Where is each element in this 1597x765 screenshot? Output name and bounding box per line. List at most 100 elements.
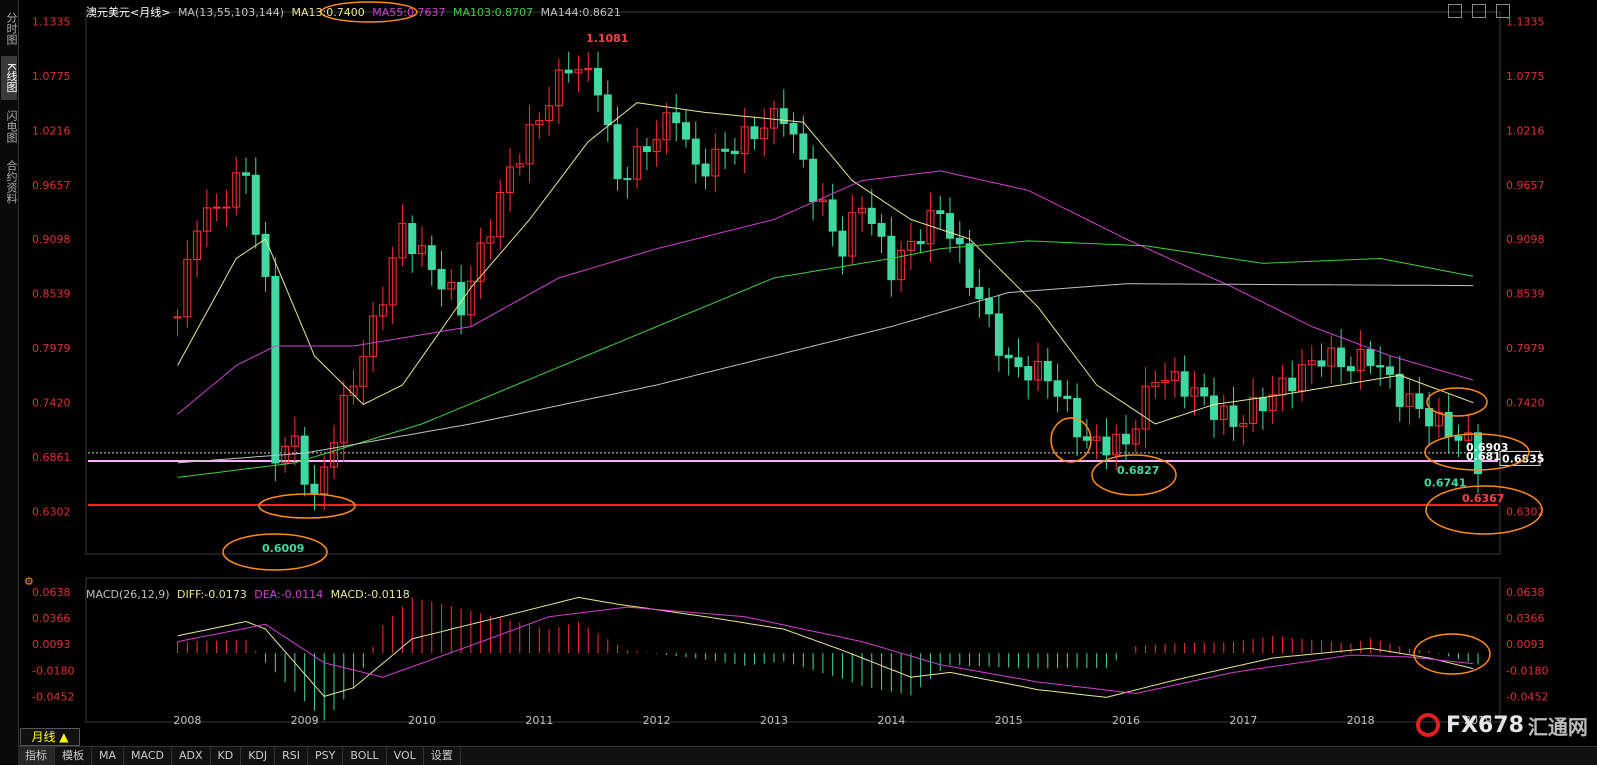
candle-body [242, 172, 250, 176]
y-tick-left: 0.6861 [32, 451, 71, 464]
candle-body [1454, 435, 1463, 441]
candle-body [1053, 380, 1062, 397]
indicator-ma[interactable]: MA [92, 747, 125, 765]
candle-body [1337, 347, 1346, 368]
candle-body [1004, 354, 1013, 359]
side-toolbar: 分时图 K线图 闪电图 合约资料 [0, 0, 19, 764]
period-selector[interactable]: 月线 ▲ [20, 728, 80, 746]
candle-body [858, 207, 866, 214]
indicator-kd[interactable]: KD [211, 747, 242, 765]
y-tick-left: 0.7979 [32, 342, 71, 355]
candle-body [1317, 360, 1326, 367]
candle-body [1474, 432, 1482, 475]
candle-body [173, 316, 182, 319]
candle-body [515, 163, 524, 168]
window-controls [1448, 4, 1515, 23]
candle-body [633, 146, 642, 180]
candle-body [574, 69, 583, 74]
minimize-icon[interactable] [1448, 4, 1462, 18]
candle-body [1327, 347, 1336, 367]
highlight-ma13 [320, 1, 418, 23]
candle-body [701, 163, 710, 177]
candle-body [1307, 360, 1316, 366]
candle-body [1395, 373, 1404, 407]
candle-body [1219, 405, 1228, 420]
candle-body [1288, 377, 1297, 392]
y-tick-right: 0.6302 [1506, 505, 1545, 518]
candle-body [1386, 366, 1394, 375]
candle-body [496, 191, 505, 238]
annotation-level-0.6903: 0.6903 [1466, 441, 1508, 454]
tab-kline[interactable]: K线图 [1, 56, 18, 100]
candle-body [623, 178, 632, 181]
indicator-macd[interactable]: MACD [124, 747, 172, 765]
settings-button[interactable]: 设置 [424, 747, 461, 765]
tab-flash-chart[interactable]: 闪电图 [5, 109, 18, 143]
annotation-high: 1.1081 [586, 32, 628, 45]
indicator-vol[interactable]: VOL [387, 747, 424, 765]
candle-body [554, 69, 563, 107]
candle-body [437, 268, 446, 290]
tab-indicators[interactable]: 指标 [18, 747, 55, 765]
indicator-boll[interactable]: BOLL [343, 747, 387, 765]
candle-body [799, 133, 808, 160]
x-tick-label: 2019 [1464, 714, 1492, 727]
annotation-low-2008: 0.6009 [262, 542, 304, 555]
candle-body [447, 281, 456, 290]
candle-body [1102, 436, 1111, 456]
candle-body [1464, 432, 1473, 441]
candle-body [906, 241, 915, 251]
indicator-adx[interactable]: ADX [172, 747, 211, 765]
indicator-rsi[interactable]: RSI [275, 747, 309, 765]
candle-body [721, 148, 730, 152]
candle-body [320, 466, 329, 495]
close-icon[interactable] [1496, 4, 1511, 18]
x-tick-label: 2012 [643, 714, 671, 727]
annotation-low-2019: 0.6741 [1424, 477, 1466, 490]
tab-time-share[interactable]: 分时图 [5, 11, 18, 45]
candle-body [1131, 428, 1140, 445]
y-tick-left: 0.8539 [32, 288, 71, 301]
candle-body [867, 207, 876, 224]
macd-y-tick-right: 0.0093 [1506, 638, 1545, 651]
y-tick-left: 1.0775 [32, 70, 71, 83]
candle-body [1258, 397, 1267, 412]
y-tick-right: 1.0216 [1506, 124, 1545, 137]
ma-line-ma13 [177, 102, 1474, 425]
restore-icon[interactable] [1472, 4, 1487, 18]
macd-params: MACD(26,12,9) [86, 588, 170, 601]
indicator-kdj[interactable]: KDJ [241, 747, 276, 765]
annotation-level-0.6367: 0.6367 [1462, 492, 1504, 505]
candle-body [897, 249, 906, 281]
macd-y-tick-left: -0.0180 [32, 664, 74, 677]
macd-y-tick-left: 0.0093 [32, 638, 71, 651]
ma13-value: MA13:0.7400 [291, 6, 365, 19]
dea-value: DEA:-0.0114 [254, 588, 324, 601]
candle-body [476, 242, 485, 282]
candle-body [642, 146, 651, 153]
candle-body [1356, 348, 1365, 372]
tab-templates[interactable]: 模板 [55, 747, 92, 765]
y-tick-right: 0.7979 [1506, 342, 1545, 355]
ma55-value: MA55:0.7637 [372, 6, 446, 19]
tab-contract-info[interactable]: 合约资料 [5, 160, 18, 204]
indicator-psy[interactable]: PSY [308, 747, 344, 765]
candle-body [251, 174, 260, 235]
candle-body [369, 315, 378, 358]
highlight-0.6827 [1091, 454, 1177, 496]
candle-body [1425, 408, 1434, 427]
candle-body [730, 150, 739, 155]
x-tick-label: 2015 [995, 714, 1023, 727]
y-tick-right: 0.7420 [1506, 396, 1545, 409]
highlight-0.6009 [222, 533, 328, 571]
candle-body [1151, 381, 1160, 387]
candle-body [564, 69, 573, 74]
ma144-value: MA144:0.8621 [540, 6, 621, 19]
candle-body [652, 139, 661, 153]
candle-body [1063, 395, 1072, 399]
candle-body [457, 281, 466, 316]
candle-body [809, 158, 818, 203]
candle-body [535, 120, 544, 126]
candle-body [1200, 387, 1209, 397]
macd-value: MACD:-0.0118 [330, 588, 410, 601]
